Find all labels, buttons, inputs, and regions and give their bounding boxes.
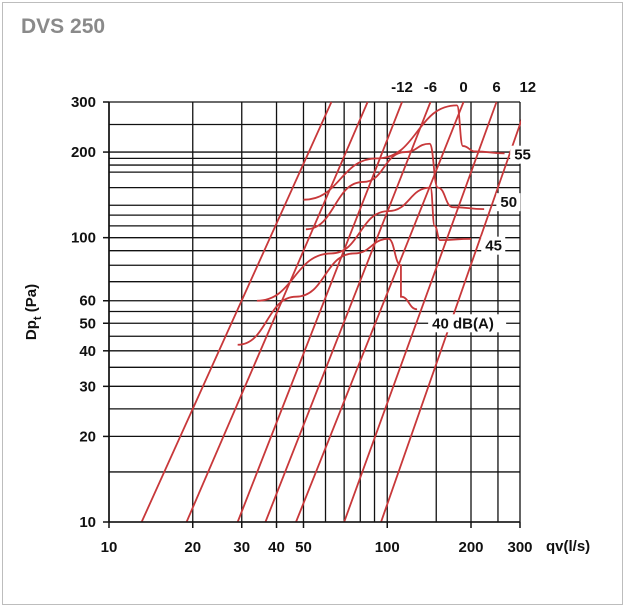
chart-title: DVS 250 xyxy=(21,15,106,38)
y-tick-label: 10 xyxy=(79,514,96,531)
damper-line-label: 12 xyxy=(519,79,536,96)
sound-level-curve xyxy=(303,104,505,201)
x-tick-label: 300 xyxy=(507,539,532,556)
y-tick-label: 300 xyxy=(71,94,96,111)
sound-level-label: 50 xyxy=(500,194,517,211)
sound-level-label-bg xyxy=(481,236,506,255)
x-tick-label: 200 xyxy=(458,539,483,556)
y-axis-label-sub: t xyxy=(32,316,44,320)
sound-level-label: 45 xyxy=(485,238,502,255)
sound-level-curve xyxy=(305,142,485,231)
y-axis-label: Dpt (Pa) xyxy=(23,284,44,340)
y-tick-label: 60 xyxy=(79,293,96,310)
sound-level-label-bg xyxy=(428,314,507,333)
y-tick-label: 40 xyxy=(79,343,96,360)
x-tick-label: 20 xyxy=(184,539,201,556)
sound-level-label-bg xyxy=(496,193,521,212)
sound-level-curve xyxy=(237,238,418,346)
x-tick-label: 10 xyxy=(101,539,118,556)
y-axis-label-main: Dp xyxy=(23,320,40,340)
damper-line-label: 6 xyxy=(492,79,500,96)
sound-level-curve xyxy=(256,186,472,302)
damper-line xyxy=(343,101,498,522)
damper-line xyxy=(380,118,521,522)
damper-line xyxy=(140,101,333,522)
sound-level-label: 40 dB(A) xyxy=(432,315,494,332)
y-tick-label: 100 xyxy=(71,230,96,247)
x-tick-label: 40 xyxy=(268,539,285,556)
chart-labels: Dpt (Pa) qv(l/s) xyxy=(23,284,590,555)
y-axis-label-unit: (Pa) xyxy=(23,284,40,317)
x-tick-label: 50 xyxy=(295,539,312,556)
sound-level-label-bg xyxy=(510,145,535,164)
y-tick-label: 200 xyxy=(71,144,96,161)
y-tick-label: 50 xyxy=(79,315,96,332)
y-tick-label: 30 xyxy=(79,378,96,395)
x-axis-label: qv(l/s) xyxy=(546,538,590,555)
damper-line-label: -6 xyxy=(424,79,437,96)
y-tick-label: 20 xyxy=(79,428,96,445)
damper-line xyxy=(236,101,403,522)
damper-line xyxy=(185,101,369,522)
damper-line-label: -12 xyxy=(391,79,413,96)
damper-line-label: 0 xyxy=(459,79,467,96)
chart-curves xyxy=(140,101,521,522)
sound-level-label: 55 xyxy=(514,147,531,164)
damper-line xyxy=(295,101,465,522)
x-tick-label: 30 xyxy=(233,539,250,556)
x-tick-label: 100 xyxy=(375,539,400,556)
damper-line xyxy=(264,101,432,522)
